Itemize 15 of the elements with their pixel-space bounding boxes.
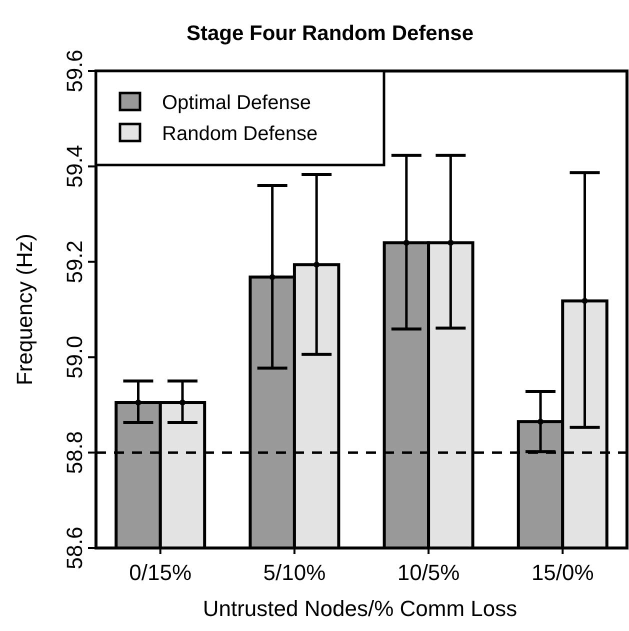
y-tick-label: 58.6	[62, 526, 87, 570]
x-axis-title: Untrusted Nodes/% Comm Loss	[202, 596, 518, 621]
chart-title: Stage Four Random Defense	[186, 22, 474, 45]
y-tick-label: 59.0	[62, 336, 87, 379]
y-tick-label: 59.2	[62, 240, 87, 284]
y-tick-label: 59.6	[62, 50, 87, 92]
y-tick-label: 59.4	[62, 144, 87, 188]
x-tick-label: 10/5%	[397, 560, 460, 585]
x-tick-label: 15/0%	[531, 560, 594, 585]
y-axis-title: Frequency (Hz)	[12, 234, 37, 386]
x-tick-label: 0/15%	[129, 560, 192, 585]
legend-label: Optimal Defense	[162, 92, 311, 114]
legend-label: Random Defense	[162, 123, 318, 145]
y-tick-label: 58.8	[62, 431, 87, 474]
x-tick-label: 5/10%	[263, 560, 326, 585]
